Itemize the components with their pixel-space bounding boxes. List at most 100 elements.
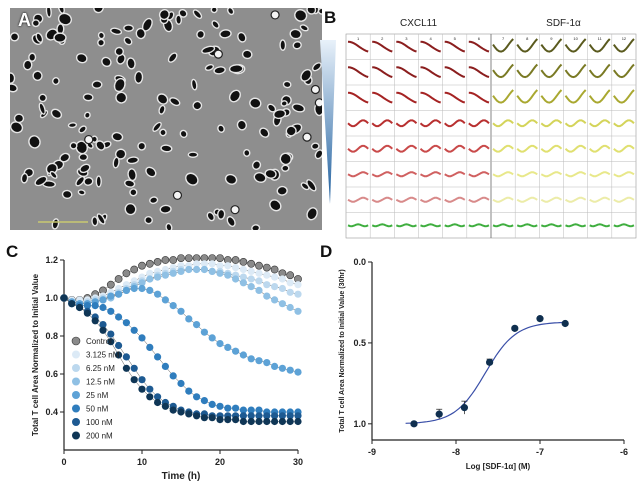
cell xyxy=(160,130,166,135)
cell xyxy=(150,197,157,203)
legend-entry: Control xyxy=(86,337,112,346)
data-point xyxy=(185,387,193,395)
well-trace xyxy=(444,40,466,53)
data-point xyxy=(294,281,302,289)
cell xyxy=(138,143,145,150)
cell xyxy=(194,10,201,18)
well-trace xyxy=(396,91,417,104)
y-tick-label: 0.5 xyxy=(353,338,366,348)
data-point xyxy=(247,283,255,291)
data-point xyxy=(76,303,84,312)
data-point xyxy=(114,275,123,283)
cell xyxy=(265,170,276,178)
cell xyxy=(268,104,275,112)
well-trace xyxy=(588,63,611,79)
panel-b: B CXCL11 SDF-1α 1 2 3 4 5 6 7 8 9 10 11 12 xyxy=(320,8,638,240)
cell xyxy=(52,110,61,118)
data-point xyxy=(138,284,146,293)
data-point xyxy=(122,364,130,372)
cell xyxy=(59,8,64,13)
well-trace xyxy=(540,119,563,128)
cell xyxy=(29,53,35,61)
cell xyxy=(92,81,102,88)
well-plate-grid: CXCL11 SDF-1α1 2 3 4 5 6 7 8 9 10 11 12 xyxy=(320,18,637,239)
cell xyxy=(230,91,240,102)
data-point xyxy=(130,376,138,384)
cell xyxy=(15,114,23,122)
well-trace xyxy=(613,89,635,104)
data-point xyxy=(169,302,177,310)
data-point xyxy=(177,379,185,388)
data-point xyxy=(255,269,263,277)
legend-entry: 50 nM xyxy=(86,405,109,414)
cell xyxy=(290,30,301,38)
cell xyxy=(63,191,72,198)
cell xyxy=(176,15,181,24)
cell xyxy=(36,33,42,42)
cell xyxy=(57,24,64,34)
y-axis-label: Total T cell Area Normalized to Initial … xyxy=(339,269,346,432)
data-point xyxy=(161,256,170,264)
data-point xyxy=(146,393,154,401)
time-course-chart: 0 10 20 30 0.4 0.6 0.8 1.0 1.2 Time (h) Total T ce… xyxy=(31,254,303,482)
round-cell xyxy=(172,190,183,200)
data-point xyxy=(154,393,162,401)
well-trace xyxy=(565,223,587,228)
data-point xyxy=(122,286,130,294)
well-trace xyxy=(395,144,418,153)
data-point xyxy=(271,273,279,281)
data-point xyxy=(271,296,279,304)
panel-c-label: C xyxy=(6,242,19,261)
data-point xyxy=(255,286,263,294)
x-tick-label: 0 xyxy=(61,457,66,467)
data-point xyxy=(231,256,240,264)
well-trace xyxy=(516,63,539,79)
panel-a-label: A xyxy=(18,10,31,30)
well-trace xyxy=(372,40,393,53)
cell xyxy=(29,136,40,148)
data-point xyxy=(200,265,208,274)
data-point xyxy=(99,326,107,334)
series-line xyxy=(63,297,298,422)
well-trace xyxy=(371,119,393,128)
cell xyxy=(166,224,172,230)
cell xyxy=(307,208,317,219)
cell xyxy=(280,40,285,50)
cell xyxy=(96,141,105,150)
data-point xyxy=(177,307,185,315)
cell xyxy=(301,70,311,81)
cell xyxy=(274,110,285,118)
data-point xyxy=(263,417,271,426)
cell xyxy=(252,225,259,230)
y-tick-label: 1.2 xyxy=(45,255,58,265)
cell-layer xyxy=(10,8,322,230)
x-tick-label: -9 xyxy=(368,447,376,457)
well-trace xyxy=(613,38,635,53)
cell xyxy=(85,113,90,118)
data-point xyxy=(185,265,193,274)
data-point xyxy=(263,271,271,279)
column-number: 2 xyxy=(381,36,384,41)
data-point xyxy=(177,408,185,416)
column-number: 3 xyxy=(405,36,408,41)
data-point xyxy=(224,416,232,424)
cell xyxy=(53,78,59,84)
column-number: 7 xyxy=(502,36,505,41)
data-point xyxy=(107,330,115,338)
cell xyxy=(244,150,250,156)
round-cell xyxy=(230,205,240,215)
well-trace xyxy=(347,119,369,128)
data-point xyxy=(286,417,294,426)
data-point xyxy=(200,414,208,422)
well-trace xyxy=(468,66,490,78)
cell xyxy=(295,10,306,21)
cell xyxy=(136,29,145,38)
well-trace xyxy=(492,89,514,104)
cell xyxy=(98,40,104,46)
well-trace xyxy=(613,144,635,153)
well-trace xyxy=(444,91,466,104)
well-trace xyxy=(420,91,441,104)
cell xyxy=(76,177,84,186)
panel-b-label: B xyxy=(324,8,337,27)
cell xyxy=(112,133,122,141)
